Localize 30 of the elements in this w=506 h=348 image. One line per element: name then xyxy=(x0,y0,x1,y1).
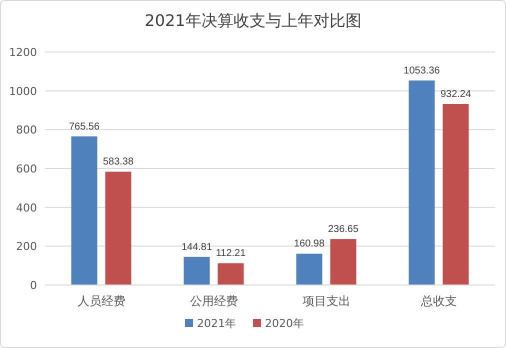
legend-label: 2021年 xyxy=(197,317,236,330)
x-tick-label: 项目支出 xyxy=(302,294,350,308)
x-tick-label: 总收支 xyxy=(420,294,457,308)
data-label: 112.21 xyxy=(216,248,246,260)
bar xyxy=(105,172,132,285)
legend-label: 2020年 xyxy=(265,317,304,330)
bar xyxy=(296,254,322,285)
bar xyxy=(71,136,98,285)
data-label: 236.65 xyxy=(328,224,359,236)
data-label: 765.56 xyxy=(68,121,100,132)
data-label: 932.24 xyxy=(440,88,472,100)
y-tick-label: 800 xyxy=(16,124,37,137)
data-label: 160.98 xyxy=(294,238,325,250)
y-tick-label: 0 xyxy=(30,279,37,292)
x-tick-label: 人员经费 xyxy=(77,294,126,308)
y-tick-label: 1000 xyxy=(9,84,37,98)
bar xyxy=(408,80,435,285)
y-tick-label: 600 xyxy=(16,162,37,176)
bar xyxy=(330,239,356,285)
data-label: 1053.36 xyxy=(404,65,440,76)
x-tick-label: 公用经费 xyxy=(190,294,238,308)
bar xyxy=(218,263,244,285)
data-label: 144.81 xyxy=(181,242,212,253)
y-tick-label: 1200 xyxy=(9,46,37,59)
bar xyxy=(184,256,210,285)
bar xyxy=(442,104,469,285)
y-tick-label: 200 xyxy=(16,240,37,254)
data-label: 583.38 xyxy=(102,156,134,168)
chart-title: 2021年决算收支与上年对比图 xyxy=(144,11,362,30)
y-tick-label: 400 xyxy=(16,201,37,214)
